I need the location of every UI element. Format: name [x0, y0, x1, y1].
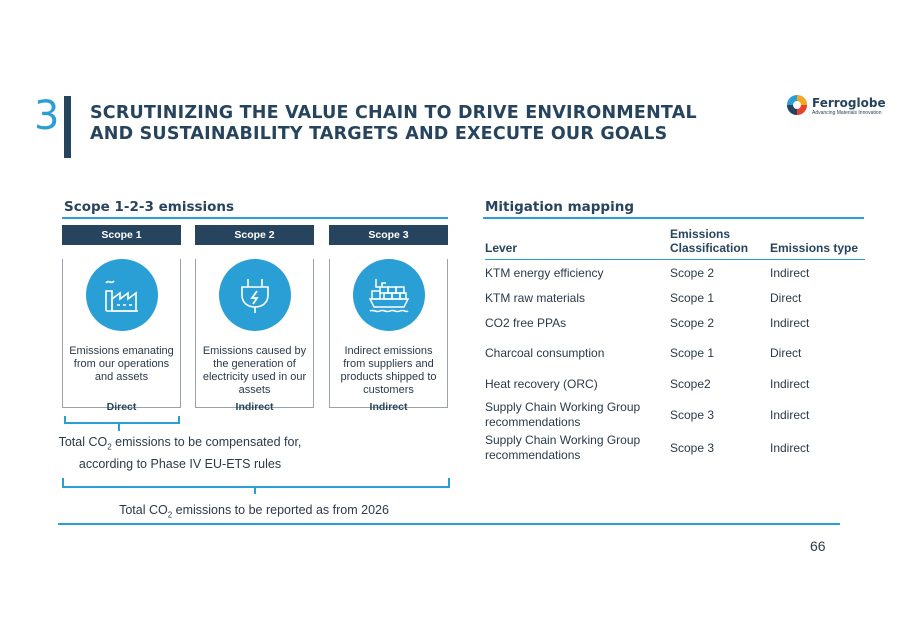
lever-cell: CO2 free PPAs	[485, 315, 567, 330]
reported-note-text-a: Total CO	[119, 503, 168, 517]
scope-3-header: Scope 3	[329, 225, 448, 245]
compensated-note-text-b: emissions to be compensated for,	[111, 435, 302, 449]
page-title: SCRUTINIZING THE VALUE CHAIN TO DRIVE EN…	[90, 103, 697, 145]
direct-brace	[64, 416, 180, 424]
scope-3-card: Scope 3 Indirect emissions from supplier…	[329, 225, 448, 408]
type-cell: Indirect	[770, 376, 810, 391]
classification-cell: Scope 3	[670, 407, 715, 422]
mitigation-mapping-heading: Mitigation mapping	[485, 199, 634, 215]
compensated-note-text-a: Total CO	[58, 435, 108, 449]
table-row: KTM energy efficiency Scope 2 Indirect	[485, 260, 865, 288]
reported-note-subscript: 2	[167, 510, 173, 520]
mitigation-table: Lever Emissions Classification Emissions…	[485, 227, 865, 465]
scope-3-description: Indirect emissions from suppliers and pr…	[340, 345, 437, 396]
classification-cell: Scope2	[670, 376, 711, 391]
compensated-emissions-note: Total CO2 emissions to be compensated fo…	[30, 434, 330, 472]
type-cell: Indirect	[770, 407, 810, 422]
footer-rule	[58, 523, 840, 525]
scope-1-card: Scope 1 Emissions emanating from our ope…	[62, 225, 181, 408]
scope-2-box: Emissions caused by the generation of el…	[195, 259, 314, 408]
lever-cell: KTM raw materials	[485, 291, 586, 305]
lever-cell: Charcoal consumption	[485, 345, 605, 360]
scope-2-description: Emissions caused by the generation of el…	[202, 345, 307, 396]
page-title-line-1: SCRUTINIZING THE VALUE CHAIN TO DRIVE EN…	[90, 103, 697, 123]
scope-2-header: Scope 2	[195, 225, 314, 245]
lever-cell: KTM energy efficiency	[485, 266, 604, 281]
type-cell: Indirect	[770, 315, 810, 330]
reported-emissions-note: Total CO2 emissions to be reported as fr…	[62, 502, 446, 524]
page-number: 66	[810, 538, 826, 554]
scope-1-header: Scope 1	[62, 225, 181, 245]
classification-cell: Scope 3	[670, 440, 715, 455]
lever-cell: Supply Chain Working Group recommendatio…	[485, 400, 641, 429]
type-cell: Indirect	[770, 266, 810, 281]
table-row: CO2 free PPAs Scope 2 Indirect	[485, 310, 865, 337]
table-row: KTM raw materials Scope 1 Direct	[485, 288, 865, 310]
classification-cell: Scope 1	[670, 345, 715, 360]
reported-note-text-b: emissions to be reported as from 2026	[172, 503, 389, 517]
scope-heading-rule	[62, 217, 448, 219]
classification-cell: Scope 1	[670, 291, 715, 305]
page-title-line-2: AND SUSTAINABILITY TARGETS AND EXECUTE O…	[90, 124, 668, 144]
type-cell: Indirect	[770, 440, 810, 455]
cargo-ship-icon	[352, 259, 425, 331]
scope-1-type: Direct	[106, 401, 137, 413]
title-accent-bar	[64, 96, 71, 158]
scope-2-card: Scope 2 Emissions caused by the generati…	[195, 225, 314, 408]
lever-cell: Heat recovery (ORC)	[485, 376, 598, 391]
logo-tagline: Advancing Materials Innovation	[812, 110, 882, 116]
electric-plug-icon	[218, 259, 291, 331]
ferroglobe-logo-icon	[787, 95, 807, 115]
scope-1-description: Emissions emanating from our operations …	[69, 345, 174, 383]
scope-emissions-heading: Scope 1-2-3 emissions	[64, 199, 235, 215]
type-cell: Direct	[770, 345, 802, 360]
factory-icon	[85, 259, 158, 331]
table-row: Supply Chain Working Group recommendatio…	[485, 399, 865, 432]
scope-2-type: Indirect	[235, 401, 274, 413]
column-header-type: Emissions type	[770, 227, 865, 260]
direct-brace-stem	[118, 423, 120, 431]
lever-cell: Supply Chain Working Group recommendatio…	[485, 433, 641, 462]
mitigation-table-header-row: Lever Emissions Classification Emissions…	[485, 227, 865, 260]
scope-1-box: Emissions emanating from our operations …	[62, 259, 181, 408]
total-brace-stem	[254, 486, 256, 494]
column-header-lever: Lever	[485, 227, 670, 260]
compensated-note-line-2: according to Phase IV EU-ETS rules	[78, 456, 282, 471]
scope-3-box: Indirect emissions from suppliers and pr…	[329, 259, 448, 408]
scope-3-type: Indirect	[369, 401, 408, 413]
table-row: Supply Chain Working Group recommendatio…	[485, 432, 865, 465]
type-cell: Direct	[770, 291, 802, 305]
classification-cell: Scope 2	[670, 315, 715, 330]
classification-cell: Scope 2	[670, 266, 715, 281]
table-row: Heat recovery (ORC) Scope2 Indirect	[485, 370, 865, 399]
mitigation-heading-rule	[483, 217, 864, 219]
column-header-classification: Emissions Classification	[670, 227, 770, 260]
logo-wordmark: Ferroglobe	[812, 96, 886, 110]
compensated-note-subscript: 2	[107, 442, 112, 452]
total-brace	[62, 478, 450, 488]
section-number: 3	[34, 93, 60, 139]
table-row: Charcoal consumption Scope 1 Direct	[485, 337, 865, 370]
